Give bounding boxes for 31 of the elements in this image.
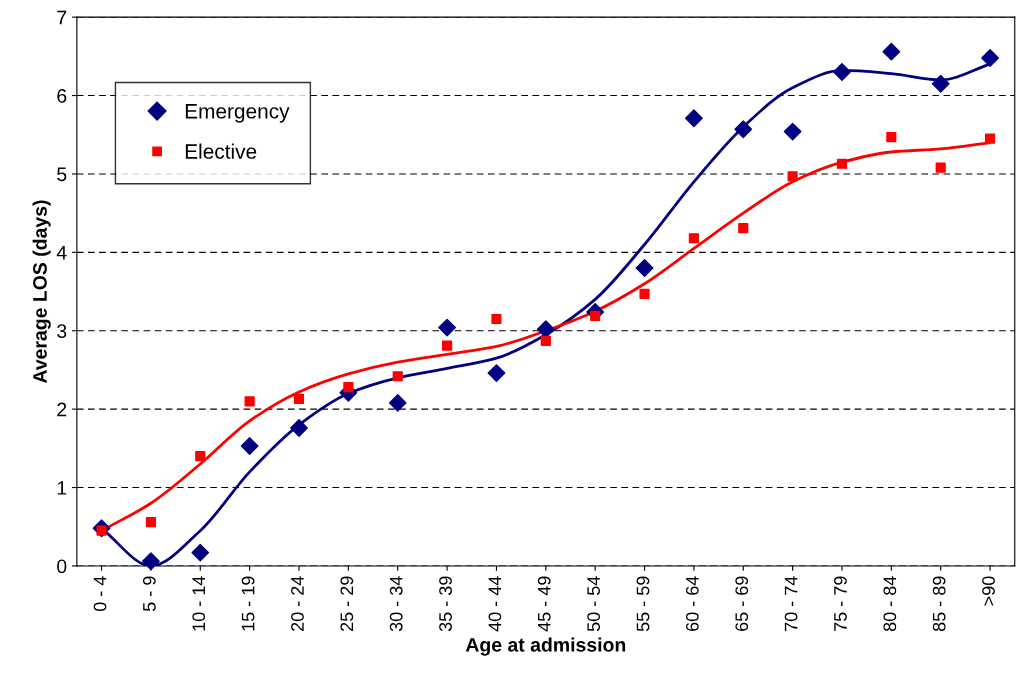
x-tick-label: 70 - 74 (784, 576, 798, 631)
legend-label: Emergency (185, 104, 290, 123)
x-tick-label: 60 - 64 (685, 576, 699, 631)
y-tick-label: 3 (57, 324, 67, 338)
y-tick-label: 2 (57, 402, 67, 417)
x-tick-label: 15 - 19 (241, 576, 255, 631)
x-tick-label: 35 - 39 (439, 576, 452, 632)
y-axis-title: Average LOS (days) (32, 200, 51, 384)
y-tick-label: 7 (57, 10, 67, 25)
x-tick-label: >90 (982, 576, 995, 606)
x-tick-label: 80 - 84 (883, 576, 897, 632)
x-tick-label: 85 - 89 (932, 576, 946, 632)
x-tick-label: 25 - 29 (340, 576, 354, 631)
x-tick-label: 75 - 79 (834, 576, 847, 631)
x-tick-label: 50 - 54 (587, 576, 601, 632)
y-tick-label: 6 (57, 89, 67, 103)
x-tick-label: 40 - 44 (488, 576, 502, 632)
legend-label: Elective (185, 143, 257, 159)
x-axis-title: Age at admission (465, 637, 626, 656)
y-tick-label: 5 (57, 167, 67, 182)
y-tick-label: 4 (56, 246, 67, 260)
x-tick-label: 20 - 24 (291, 576, 304, 631)
x-tick-label: 45 - 49 (537, 576, 551, 632)
x-tick-label: 55 - 59 (636, 576, 650, 632)
x-tick-label: 65 - 69 (735, 576, 749, 631)
x-tick-label: 10 - 14 (192, 576, 206, 631)
y-tick-label: 0 (57, 559, 67, 574)
y-tick-label: 1 (57, 481, 67, 495)
x-tick-label: 5 - 9 (142, 576, 156, 612)
x-tick-label: 0 - 4 (93, 576, 107, 612)
x-tick-label: 30 - 34 (389, 576, 403, 632)
